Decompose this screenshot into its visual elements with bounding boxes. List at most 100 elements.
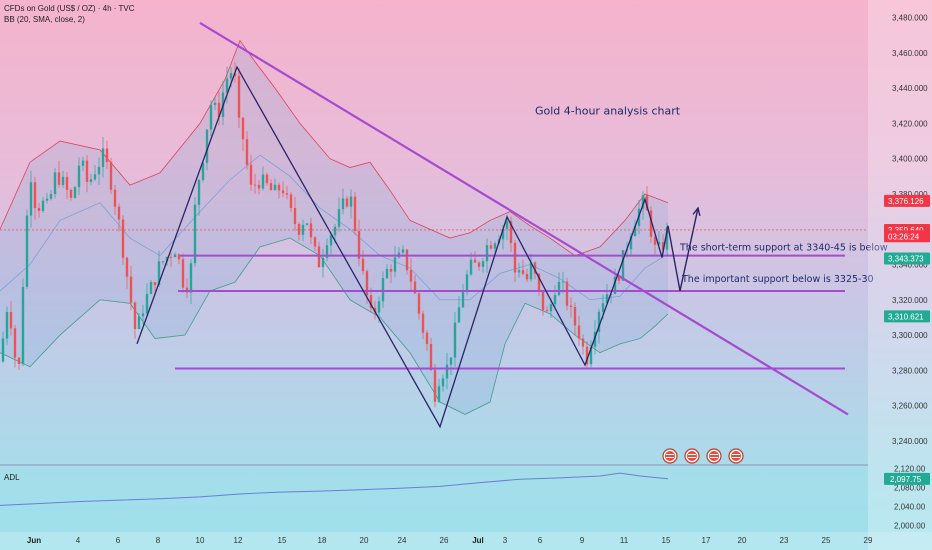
candle-body: [629, 236, 633, 250]
price-tag-label: 3,376.126: [888, 197, 924, 206]
time-tick-label: 10: [196, 536, 205, 545]
time-tick-label: 24: [398, 536, 407, 545]
wave-zigzag: [136, 65, 663, 429]
time-tick-label: 26: [440, 536, 449, 545]
candle-body: [281, 190, 285, 194]
candle-body: [25, 215, 29, 287]
adl-tick-label: 2,120.00: [894, 464, 926, 473]
candles: [1, 61, 669, 408]
event-icon-fill: [709, 451, 719, 461]
annotation-text: The short-term support at 3340-45 is bel…: [679, 242, 888, 253]
adl-line: [0, 472, 669, 506]
projection-arrowhead: [692, 206, 701, 217]
symbol-title[interactable]: CFDs on Gold (US$ / OZ) · 4h · TVC: [4, 4, 135, 13]
candle-body: [665, 226, 669, 250]
candle-body: [145, 293, 149, 314]
candle-body: [137, 316, 141, 329]
candle-body: [309, 223, 313, 238]
candle-body: [301, 224, 305, 235]
time-tick-label: 15: [662, 536, 671, 545]
candle-body: [133, 302, 137, 329]
time-tick-label: 29: [864, 536, 873, 545]
candle-body: [653, 236, 657, 245]
candle-body: [81, 160, 85, 166]
candle-body: [573, 306, 577, 326]
candle-body: [109, 162, 113, 190]
time-tick-label: 8: [156, 536, 161, 545]
price-tick-label: 3,300.000: [892, 331, 928, 340]
adl-pane-bg: [0, 466, 868, 530]
time-tick-label: Jun: [27, 536, 41, 545]
candle-body: [361, 258, 365, 272]
indicator-title[interactable]: BB (20, SMA, close, 2): [4, 15, 85, 24]
candle-body: [201, 162, 205, 180]
candle-body: [401, 249, 405, 253]
candle-body: [45, 198, 49, 201]
drawings[interactable]: [136, 21, 849, 429]
candle-body: [305, 223, 309, 225]
candle-body: [417, 293, 421, 314]
candle-body: [509, 221, 513, 243]
candle-body: [229, 73, 233, 79]
us-flag-event-icon[interactable]: [706, 448, 722, 464]
event-icons[interactable]: [662, 448, 744, 464]
candle-body: [125, 257, 129, 277]
us-flag-event-icon[interactable]: [728, 448, 744, 464]
price-tag-label: 3,310.621: [888, 312, 924, 321]
price-tick-label: 3,420.000: [892, 119, 928, 128]
descending-trendline: [199, 21, 849, 416]
candle-body: [293, 207, 297, 225]
candle-body: [505, 221, 509, 230]
candle-body: [161, 261, 165, 263]
candle-body: [17, 357, 21, 365]
candle-body: [661, 242, 665, 250]
candle-body: [205, 129, 209, 163]
candle-body: [93, 174, 97, 180]
adl-tag-bg: [884, 472, 930, 485]
candle-body: [501, 229, 505, 240]
candle-body: [521, 270, 525, 275]
candle-body: [77, 165, 81, 188]
candle-body: [433, 370, 437, 402]
time-tick-label: 23: [780, 536, 789, 545]
price-tick-label: 3,440.000: [892, 84, 928, 93]
candle-body: [389, 268, 393, 272]
candle-body: [245, 139, 249, 165]
candle-body: [337, 209, 341, 227]
adl-tag-label: 2,097.75: [890, 475, 922, 484]
price-tag-label: 3,343.373: [888, 255, 924, 264]
candle-body: [605, 294, 609, 304]
candle-body: [253, 184, 257, 186]
candle-body: [317, 246, 321, 268]
us-flag-event-icon[interactable]: [662, 448, 678, 464]
candle-body: [241, 117, 245, 140]
candle-body: [513, 242, 517, 273]
candle-body: [585, 346, 589, 365]
annotations: Gold 4-hour analysis chart The short-term…: [535, 105, 888, 286]
projection-path: [661, 207, 699, 292]
candle-body: [345, 198, 349, 207]
candle-body: [33, 182, 37, 209]
candle-body: [69, 189, 73, 198]
candle-body: [597, 311, 601, 332]
candle-body: [429, 343, 433, 371]
candle-body: [197, 179, 201, 205]
candle-body: [129, 276, 133, 303]
candle-body: [101, 148, 105, 167]
candle-body: [49, 194, 53, 199]
candle-body: [173, 254, 177, 258]
candle-body: [377, 301, 381, 313]
candle-body: [421, 313, 425, 333]
candle-body: [437, 386, 441, 402]
candle-body: [537, 273, 541, 291]
time-axis[interactable]: Jun 4 6 8 10 12 15 18 20 24 26 Jul 3 6 9 11 15 17 20 23 25 29: [0, 532, 932, 550]
candle-body: [469, 259, 473, 275]
candle-body: [97, 166, 101, 175]
us-flag-event-icon[interactable]: [684, 448, 700, 464]
candle-body: [481, 261, 485, 267]
candle-body: [37, 208, 41, 211]
candle-body: [105, 148, 109, 163]
price-tag-bg: [884, 310, 930, 323]
